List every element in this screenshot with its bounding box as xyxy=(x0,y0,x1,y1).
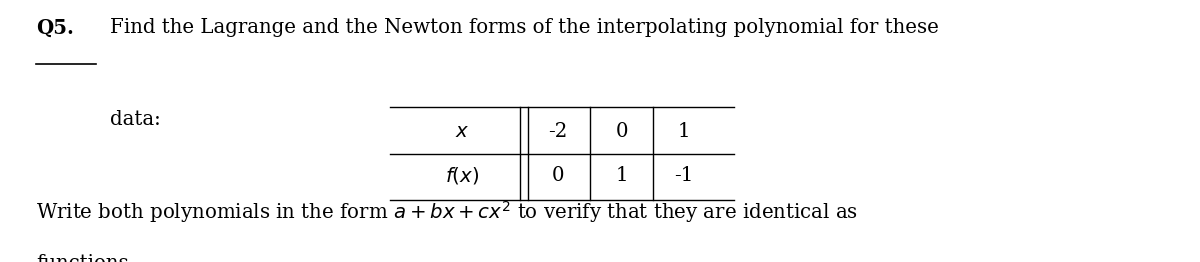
Text: Write both polynomials in the form $a + bx + cx^2$ to verify that they are ident: Write both polynomials in the form $a + … xyxy=(36,199,858,225)
Text: Q5.: Q5. xyxy=(36,18,74,38)
Text: 1: 1 xyxy=(678,122,690,141)
Text: $f(x)$: $f(x)$ xyxy=(445,165,479,186)
Text: data:: data: xyxy=(110,110,161,129)
Text: Find the Lagrange and the Newton forms of the interpolating polynomial for these: Find the Lagrange and the Newton forms o… xyxy=(110,18,940,37)
Text: 1: 1 xyxy=(616,166,628,185)
Text: -1: -1 xyxy=(674,166,694,185)
Text: $x$: $x$ xyxy=(455,122,469,141)
Text: 0: 0 xyxy=(552,166,564,185)
Text: -2: -2 xyxy=(548,122,568,141)
Text: functions.: functions. xyxy=(36,254,134,262)
Text: 0: 0 xyxy=(616,122,628,141)
